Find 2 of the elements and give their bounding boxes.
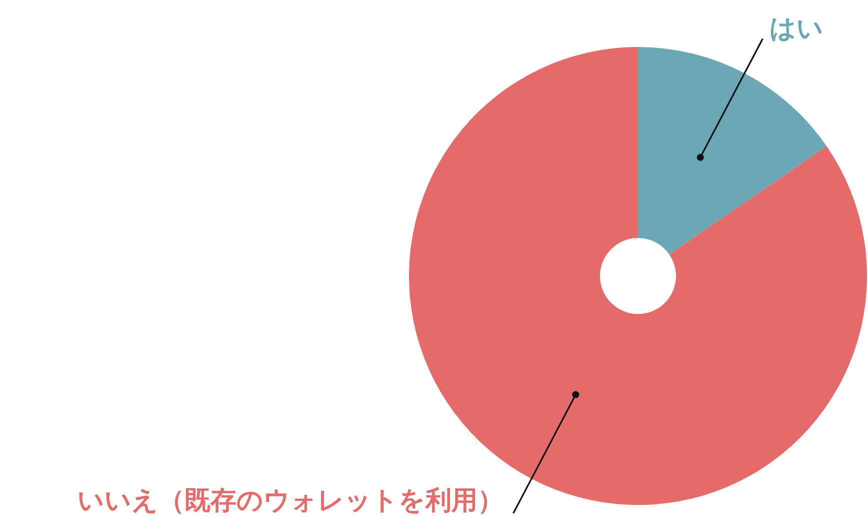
slice-label: いいえ（既存のウォレットを利用） bbox=[77, 486, 504, 516]
slice-label: はい bbox=[770, 14, 824, 44]
